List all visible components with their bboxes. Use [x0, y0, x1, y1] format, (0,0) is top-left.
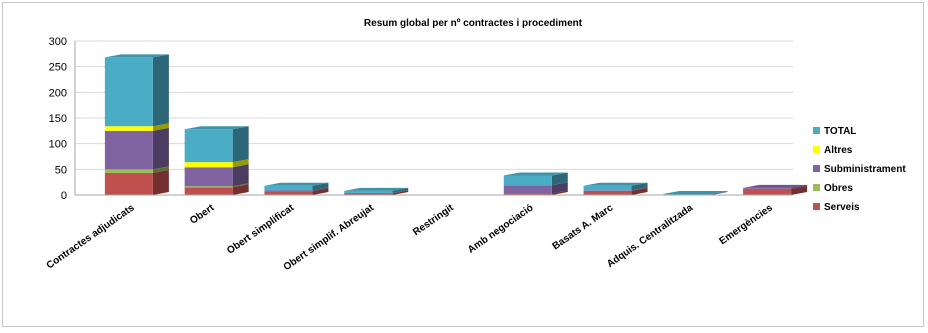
bar-side — [551, 182, 568, 194]
x-axis: Contractes adjudicats Obert Obert simplifi… — [45, 194, 793, 273]
bar-segment — [264, 185, 313, 191]
y-tick-label: 250 — [49, 62, 67, 74]
bar-side — [791, 184, 808, 189]
bar-segment — [583, 190, 632, 195]
bar-side — [392, 190, 409, 195]
bar-side — [232, 164, 249, 187]
y-tick-label: 300 — [49, 36, 67, 48]
x-tick-label: Contractes adjudicats — [45, 202, 137, 271]
bar-side — [232, 183, 249, 188]
bar-segment — [743, 188, 792, 195]
bar-segment — [184, 162, 233, 168]
bar-side — [392, 189, 409, 194]
x-tick-label: Restringit — [411, 202, 456, 238]
bar-segment — [264, 191, 313, 195]
bar-side — [711, 190, 728, 195]
bar-segment — [184, 167, 233, 187]
gridlines — [75, 40, 793, 196]
bar-segment — [104, 57, 153, 127]
legend-label: Serveis — [824, 202, 860, 213]
x-tick-label: Obert simplificat — [225, 202, 296, 257]
bar-side — [791, 185, 808, 195]
y-axis: 0 50 100 150 200 250 300 — [49, 36, 76, 202]
bar-side — [631, 187, 648, 191]
bar-top — [104, 54, 169, 58]
bar-segment — [104, 169, 153, 173]
bar-segment — [264, 190, 313, 192]
bar-segment — [344, 190, 393, 193]
legend-swatch — [813, 127, 820, 134]
bar-segment — [583, 190, 632, 191]
bar-side — [551, 190, 568, 195]
bar-side — [232, 126, 249, 163]
x-tick-label: Amb negociació — [466, 202, 536, 255]
legend-label: Obres — [824, 183, 853, 194]
chart-title: Resum global per nº contractes i procedi… — [364, 18, 583, 29]
bar-top — [503, 172, 568, 176]
legend-swatch — [813, 184, 820, 191]
legend-label: TOTAL — [824, 126, 856, 137]
bar-segment — [184, 186, 233, 188]
bar-top — [663, 190, 728, 194]
bar-side — [152, 169, 169, 195]
bar-side — [551, 172, 568, 186]
bar-side — [312, 188, 329, 195]
bars — [104, 54, 808, 195]
bar-top — [264, 182, 329, 186]
x-tick-label: Basats A. Marc — [551, 202, 616, 252]
bar-segment — [184, 129, 233, 163]
x-tick-label: Obert simplif. Abreujat — [282, 202, 377, 273]
bar-segment — [743, 187, 792, 189]
bar-segment — [583, 185, 632, 191]
bar-top — [184, 126, 249, 130]
bar-top — [743, 184, 808, 188]
chart-frame: Resum global per nº contractes i procedi… — [2, 2, 924, 327]
bar-segment — [503, 185, 552, 194]
bar-segment — [344, 192, 393, 194]
y-tick-label: 150 — [49, 113, 67, 125]
bar-side — [232, 159, 249, 168]
bar-side — [152, 123, 169, 131]
legend-swatch — [813, 203, 820, 210]
bar-side — [711, 191, 728, 195]
bar-segment — [503, 193, 552, 195]
bar-side — [631, 182, 648, 191]
legend: TOTAL Altres Subministrament Obres Serveis — [813, 126, 906, 213]
bar-segment — [104, 130, 153, 170]
x-tick-label: Emergències — [718, 202, 776, 247]
legend-label: Altres — [824, 145, 853, 156]
legend-swatch — [813, 146, 820, 153]
x-tick-label: Adquis. Centralitzada — [605, 202, 695, 270]
y-tick-label: 200 — [49, 87, 67, 99]
y-tick-label: 50 — [55, 164, 67, 176]
y-tick-label: 0 — [61, 190, 67, 202]
bar-side — [152, 166, 169, 173]
bar-segment — [663, 193, 712, 195]
bar-side — [631, 187, 648, 195]
bar-segment — [104, 126, 153, 131]
bar-segment — [184, 187, 233, 195]
legend-swatch — [813, 165, 820, 172]
bar-segment — [104, 172, 153, 195]
bar-side — [392, 187, 409, 193]
x-tick-label: Obert — [188, 202, 217, 227]
bar-segment — [344, 193, 393, 195]
y-tick-label: 100 — [49, 139, 67, 151]
bar-side — [152, 127, 169, 170]
bar-side — [312, 187, 329, 192]
bar-segment — [503, 175, 552, 186]
legend-label: Subministrament — [824, 164, 906, 175]
bar-side — [312, 182, 329, 191]
bar-top — [583, 182, 648, 186]
bar-side — [232, 184, 249, 195]
bar-top — [344, 187, 409, 191]
stacked-bar-chart: Resum global per nº contractes i procedi… — [45, 18, 907, 273]
bar-side — [152, 54, 169, 127]
